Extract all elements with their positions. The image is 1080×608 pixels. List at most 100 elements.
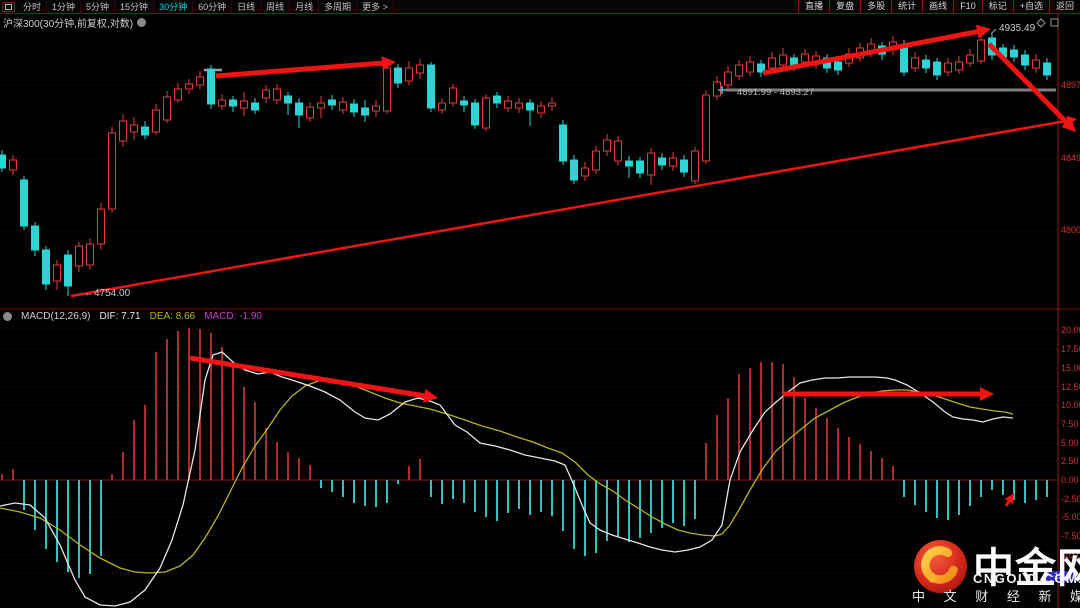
chart-canvas[interactable]: 4897 4849 4800 20.00 17.50 15.00 12.50 10.00 7.5…	[0, 13, 1080, 608]
period-item-15分钟[interactable]: 15分钟	[115, 0, 155, 13]
candle-body	[537, 105, 545, 114]
candle-body	[570, 159, 578, 181]
candle-body	[218, 99, 226, 107]
candle-body	[449, 87, 457, 104]
watermark: 中金网 CNGOLD.COM.CN 中 文 财 经 新 媒 体	[905, 533, 1080, 605]
period-item-30分钟[interactable]: 30分钟	[154, 0, 194, 13]
title-dropdown-icon[interactable]	[137, 18, 147, 27]
macd-axis-label: 12.50	[1061, 382, 1080, 392]
candle-body	[801, 53, 809, 63]
macd-scale-badge: -13.0	[1044, 571, 1078, 582]
candle-body	[625, 160, 633, 167]
candle-body	[944, 62, 952, 73]
period-item-1分钟[interactable]: 1分钟	[47, 0, 82, 13]
candle-body	[152, 109, 160, 133]
app-grid-icon[interactable]	[2, 1, 15, 12]
period-item-月线[interactable]: 月线	[290, 0, 320, 13]
macd-axis-label: -10.00	[1061, 550, 1080, 560]
trend-arrow	[70, 119, 1068, 298]
candle-body	[724, 71, 732, 86]
candle-body	[372, 105, 380, 112]
period-item-60分钟[interactable]: 60分钟	[193, 0, 233, 13]
candle-body	[1043, 62, 1051, 76]
candle-body	[922, 59, 930, 69]
trend-arrow	[987, 42, 1068, 124]
candle-body	[691, 150, 699, 182]
period-item-5分钟[interactable]: 5分钟	[81, 0, 116, 13]
peak-tick	[990, 28, 997, 35]
toolbar-item-画线[interactable]: 画线	[922, 0, 953, 13]
candle-body	[746, 61, 754, 73]
candle-body	[933, 61, 941, 76]
macd-axis-label: 2.50	[1061, 456, 1079, 466]
toolbar-item-返回[interactable]: 返回	[1048, 0, 1080, 13]
candle-body	[493, 95, 501, 104]
candle-body	[350, 103, 358, 113]
candle-body	[966, 54, 974, 64]
macd-axis-label: 15.00	[1061, 363, 1080, 373]
candle-body	[592, 150, 600, 171]
candle-body	[284, 95, 292, 104]
candle-body	[262, 89, 270, 99]
period-item-多周期[interactable]: 多周期	[319, 0, 358, 13]
trend-arrow	[215, 60, 383, 79]
candle-body	[636, 160, 644, 174]
candle-body	[229, 99, 237, 107]
candle-body	[240, 100, 248, 109]
toolbar-item-直播[interactable]: 直播	[798, 0, 829, 13]
macd-axis-label: 7.50	[1061, 419, 1079, 429]
indicator-icon[interactable]	[3, 312, 12, 321]
toolbar-item-统计[interactable]: 统计	[891, 0, 922, 13]
diamond-icon	[1036, 18, 1046, 28]
trend-arrow-head	[1004, 493, 1014, 505]
candle-body	[460, 100, 468, 106]
candle-body	[416, 64, 424, 74]
candle-body	[757, 63, 765, 73]
candle-body	[779, 54, 787, 66]
macd-axis-label: -2.50	[1061, 494, 1080, 504]
candle-body	[361, 107, 369, 116]
toolbar-item-F10[interactable]: F10	[953, 0, 982, 13]
period-item-更多 >[interactable]: 更多 >	[357, 0, 394, 13]
toolbar-item-+自选[interactable]: +自选	[1012, 0, 1049, 13]
candle-body	[438, 102, 446, 111]
watermark-tagline: 中 文 财 经 新 媒 体	[912, 589, 1080, 604]
candle-body	[482, 97, 490, 129]
trend-arrow-head	[1066, 115, 1077, 126]
period-item-周线[interactable]: 周线	[261, 0, 291, 13]
cngold-logo-icon	[914, 540, 967, 593]
period-item-日线[interactable]: 日线	[232, 0, 262, 13]
toolbar-item-多股[interactable]: 多股	[860, 0, 891, 13]
candle-body	[405, 67, 413, 82]
candle-body	[383, 67, 391, 112]
candle-body	[647, 152, 655, 176]
candle-body	[207, 68, 215, 105]
price-annotation: 4935.49	[999, 23, 1036, 34]
main-axis-label: 4849	[1061, 153, 1080, 163]
trend-arrow-head	[423, 388, 438, 403]
candle-body	[955, 61, 963, 71]
candle-body	[394, 67, 402, 84]
macd-axis-label: 5.00	[1061, 438, 1079, 448]
trend-arrow	[189, 355, 425, 399]
tools-toolbar: 直播 复盘 多股 统计 画线 F10 标记 +自选 返回	[798, 0, 1080, 13]
period-item-分时[interactable]: 分时	[18, 0, 48, 13]
macd-axis-label: 20.00	[1061, 325, 1080, 335]
candle-body	[581, 167, 589, 177]
candle-body	[515, 102, 523, 109]
toolbar-item-标记[interactable]: 标记	[981, 0, 1013, 13]
candle-body	[427, 64, 435, 109]
candle-body	[75, 245, 83, 267]
candle-body	[911, 57, 919, 69]
candle-body	[20, 179, 28, 227]
candle-body	[900, 44, 908, 73]
candle-body	[31, 225, 39, 251]
candle-body	[295, 102, 303, 116]
dea-line	[0, 379, 1014, 574]
chart-title-bar: 沪深300(30分钟,前复权,对数)	[3, 15, 147, 30]
candle-body	[42, 249, 50, 285]
candle-body	[306, 106, 314, 119]
toolbar-item-复盘[interactable]: 复盘	[829, 0, 860, 13]
candle-body	[1032, 59, 1040, 69]
candle-body	[680, 159, 688, 173]
